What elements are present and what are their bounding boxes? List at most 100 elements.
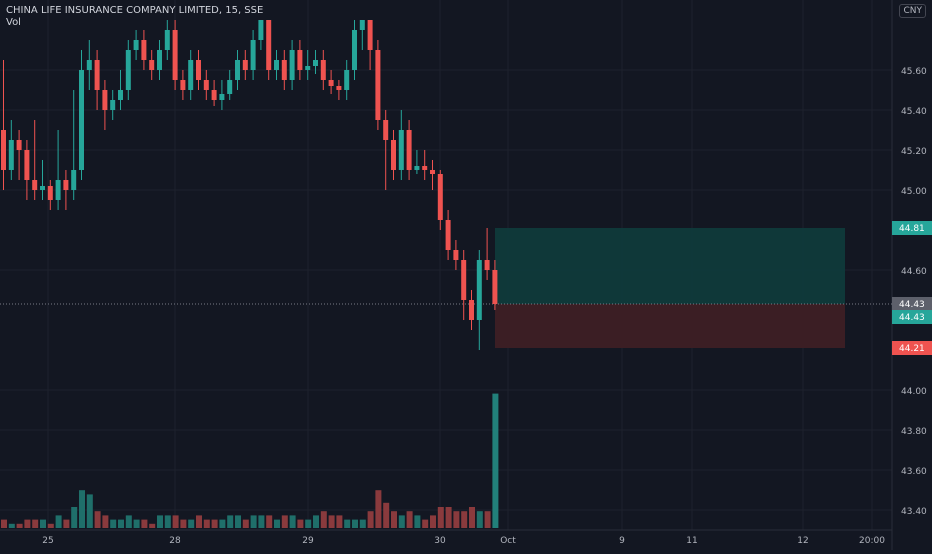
candle-body <box>235 60 240 80</box>
price-label-target: 44.81 <box>899 224 925 234</box>
currency-button[interactable]: CNY <box>899 4 926 18</box>
candle-body <box>305 66 311 70</box>
candle-body <box>492 270 498 304</box>
price-label-box-target <box>892 221 932 235</box>
candle-body <box>383 120 389 140</box>
candle-body <box>71 170 77 190</box>
candle-body <box>406 130 412 170</box>
y-tick-label: 44.00 <box>901 387 927 397</box>
candle-body <box>274 60 279 70</box>
price-label-box-current <box>892 297 932 311</box>
x-tick-label: 28 <box>169 536 181 546</box>
volume-bar <box>305 519 312 528</box>
volume-bar <box>336 515 343 528</box>
volume-bar <box>180 519 187 528</box>
candle-body <box>172 30 178 80</box>
volume-bar <box>437 507 444 528</box>
candle-body <box>94 60 100 90</box>
volume-bar <box>86 494 93 528</box>
candle-body <box>359 20 365 30</box>
candle-body <box>398 130 404 170</box>
candle-body <box>242 60 248 70</box>
volume-bar <box>367 511 374 528</box>
volume-bar <box>281 515 288 528</box>
volume-bar <box>383 502 390 528</box>
volume-bar <box>266 515 273 528</box>
candle-body <box>32 180 38 190</box>
volume-bar <box>375 490 382 528</box>
candle-body <box>430 170 435 174</box>
volume-bar <box>63 519 70 528</box>
candle-body <box>367 20 373 50</box>
candle-body <box>8 140 14 170</box>
candle-body <box>313 60 318 66</box>
volume-bar <box>344 519 351 528</box>
volume-bar <box>203 519 210 528</box>
volume-bar <box>414 515 421 528</box>
price-label-entry: 44.43 <box>899 313 925 323</box>
volume-bar <box>211 519 218 528</box>
volume-bar <box>274 519 280 528</box>
candle-body <box>118 90 123 100</box>
volume-bar <box>359 519 366 528</box>
volume-bar <box>32 519 39 528</box>
volume-bar <box>149 523 156 528</box>
x-tick-label: 11 <box>686 536 697 546</box>
y-tick-label: 43.60 <box>901 467 927 477</box>
candle-body <box>484 260 490 270</box>
volume-bar <box>313 515 319 528</box>
x-tick-label: 30 <box>434 536 446 546</box>
price-label-stop: 44.21 <box>899 344 925 354</box>
candle-body <box>391 140 396 170</box>
y-tick-label: 43.40 <box>901 507 927 517</box>
volume-bar <box>188 519 195 528</box>
price-label-box-entry <box>892 310 932 324</box>
volume-bar <box>242 519 249 528</box>
candle-body <box>227 80 233 94</box>
volume-bar <box>157 515 163 528</box>
candle-body <box>219 94 225 100</box>
candle-body <box>40 186 45 190</box>
volume-bar <box>352 519 358 528</box>
y-tick-label: 45.20 <box>901 147 927 157</box>
candle-body <box>1 130 6 170</box>
candle-body <box>297 50 303 70</box>
candle-body <box>86 60 92 70</box>
candle-body <box>437 174 443 220</box>
y-tick-label: 44.60 <box>901 267 927 277</box>
candle-body <box>141 40 147 60</box>
volume-bar <box>469 507 475 528</box>
volume-bar <box>16 523 23 528</box>
candle-body <box>188 60 194 90</box>
volume-bar <box>320 511 327 528</box>
candle-body <box>414 166 420 170</box>
candle-body <box>375 50 381 120</box>
volume-bar <box>110 519 117 528</box>
volume-bar <box>118 519 124 528</box>
volume-bar <box>94 511 101 528</box>
y-tick-label: 45.60 <box>901 67 927 77</box>
candle-body <box>336 86 342 90</box>
candle-body <box>320 60 326 80</box>
chart-title: CHINA LIFE INSURANCE COMPANY LIMITED, 15… <box>6 5 264 16</box>
candle-body <box>157 50 162 70</box>
candle-body <box>453 250 459 260</box>
volume-bar <box>492 393 499 528</box>
volume-bar <box>258 515 265 528</box>
volume-bar <box>289 515 296 528</box>
volume-bar <box>141 519 148 528</box>
volume-bar <box>391 511 397 528</box>
candle-body <box>461 260 467 300</box>
volume-bar <box>250 515 257 528</box>
candle-body <box>281 60 287 80</box>
target-zone <box>495 228 845 304</box>
candle-body <box>149 60 155 70</box>
volume-bar <box>453 511 460 528</box>
volume-legend-label: Vol <box>6 17 21 28</box>
price-label-current: 44.43 <box>899 300 925 310</box>
volume-bar <box>398 515 405 528</box>
price-label-box-stop <box>892 341 932 355</box>
candle-body <box>133 40 139 50</box>
